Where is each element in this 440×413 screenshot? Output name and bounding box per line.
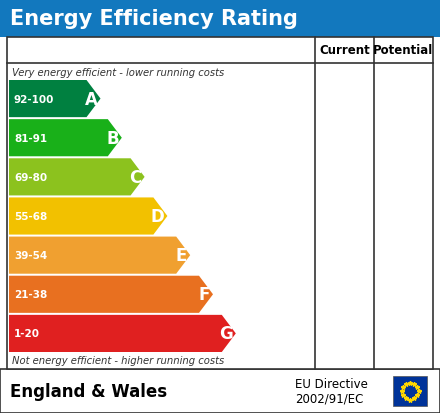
- Polygon shape: [9, 315, 236, 352]
- Text: Very energy efficient - lower running costs: Very energy efficient - lower running co…: [12, 67, 224, 77]
- Text: D: D: [150, 207, 165, 225]
- Text: C: C: [129, 169, 142, 186]
- Text: Energy Efficiency Rating: Energy Efficiency Rating: [10, 9, 298, 29]
- Text: F: F: [198, 286, 210, 304]
- Text: G: G: [219, 325, 233, 343]
- Bar: [393, 376, 427, 406]
- Text: Current: Current: [319, 44, 370, 57]
- Text: 81-91: 81-91: [14, 133, 47, 143]
- Text: E: E: [176, 247, 187, 264]
- Polygon shape: [9, 276, 213, 313]
- Text: 1-20: 1-20: [14, 329, 40, 339]
- Text: EU Directive: EU Directive: [295, 377, 368, 391]
- Text: Potential: Potential: [374, 44, 434, 57]
- Text: 69-80: 69-80: [14, 173, 47, 183]
- Polygon shape: [9, 120, 122, 157]
- Text: B: B: [106, 129, 119, 147]
- Polygon shape: [9, 237, 190, 274]
- Bar: [0, 369, 440, 413]
- Polygon shape: [9, 198, 167, 235]
- Text: Not energy efficient - higher running costs: Not energy efficient - higher running co…: [12, 356, 224, 366]
- Text: England & Wales: England & Wales: [10, 382, 167, 400]
- Text: A: A: [84, 90, 98, 108]
- Text: 55-68: 55-68: [14, 211, 47, 221]
- Polygon shape: [9, 81, 100, 118]
- Text: 92-100: 92-100: [14, 94, 55, 104]
- Polygon shape: [9, 159, 145, 196]
- Text: 39-54: 39-54: [14, 251, 47, 261]
- Text: 2002/91/EC: 2002/91/EC: [295, 392, 363, 404]
- Bar: [0, 0, 440, 38]
- Text: 21-38: 21-38: [14, 290, 47, 299]
- Bar: [7, 38, 433, 369]
